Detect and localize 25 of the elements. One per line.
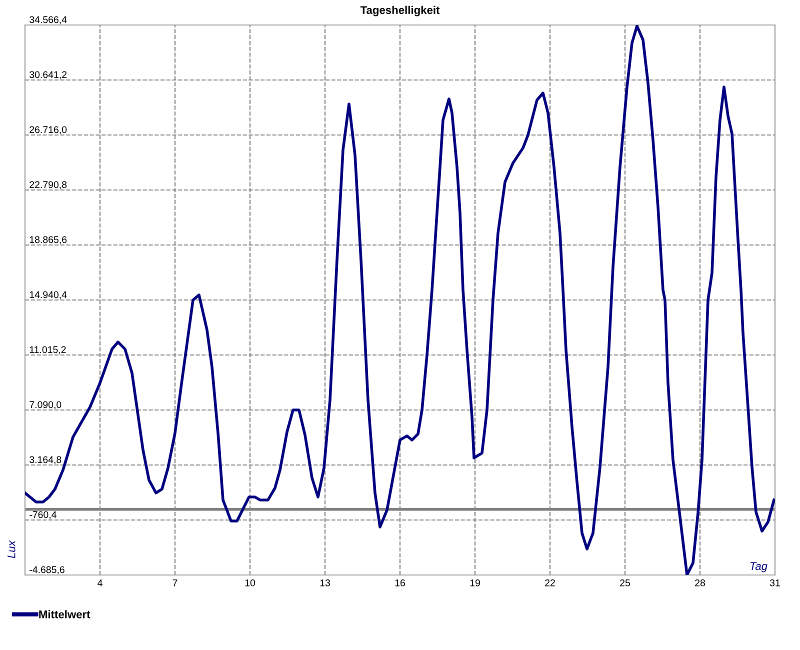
x-tick-label: 28 — [695, 579, 705, 586]
y-tick-label: 7.090,0 — [30, 401, 62, 410]
y-tick-label: 3.164,8 — [30, 456, 62, 464]
x-tick-label: 4 — [98, 580, 102, 586]
y-tick-label: 22.790,8 — [30, 181, 67, 190]
x-tick-label: 10 — [245, 579, 256, 586]
x-tick-label: 31 — [770, 579, 780, 586]
y-tick-label: 34.566,4 — [30, 16, 67, 24]
y-tick-label: 26.716,0 — [30, 126, 67, 134]
x-tick-label: 16 — [395, 579, 405, 586]
y-tick-label: 14.940,4 — [30, 291, 67, 300]
x-tick-label: 22 — [545, 579, 555, 586]
y-tick-label: -760,4 — [30, 511, 56, 520]
legend-label: Mittelwert — [39, 610, 90, 618]
x-tick-label: 13 — [320, 579, 330, 586]
y-axis-title: Lux — [8, 540, 16, 558]
x-axis-title: Tag — [750, 562, 768, 572]
y-tick-label: 11.015,2 — [30, 346, 66, 354]
chart-title: Tageshelligkeit — [360, 6, 440, 16]
x-tick-label: 25 — [620, 579, 630, 586]
x-tick-label: 7 — [172, 580, 178, 586]
y-tick-label: -4.685,6 — [30, 566, 64, 574]
y-tick-label: 30.641,2 — [30, 71, 67, 80]
y-tick-label: 18.865,6 — [30, 236, 67, 244]
x-tick-label: 19 — [470, 579, 480, 586]
